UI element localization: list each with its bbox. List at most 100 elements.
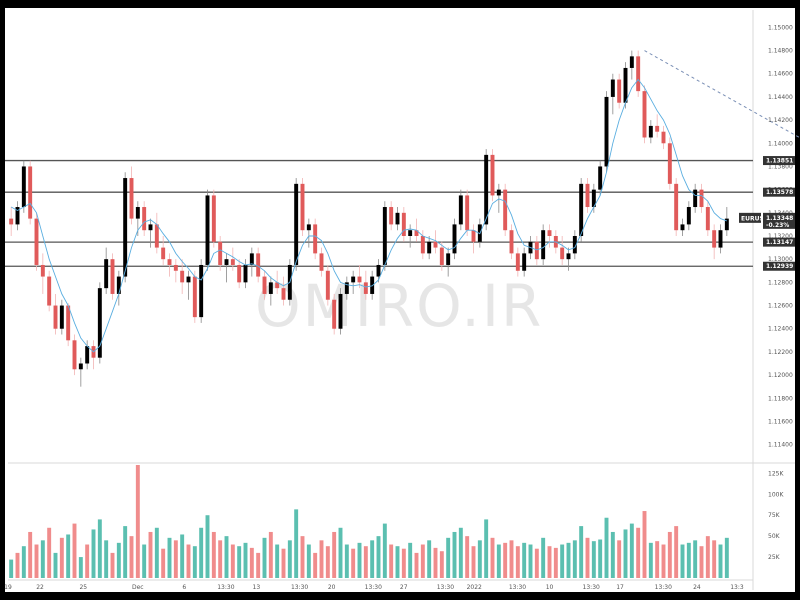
volume-bar[interactable] bbox=[205, 515, 210, 578]
candle-up[interactable] bbox=[135, 207, 140, 219]
candle-down[interactable] bbox=[34, 218, 39, 265]
volume-bar[interactable] bbox=[452, 531, 457, 578]
candle-up[interactable] bbox=[116, 276, 121, 294]
volume-bar[interactable] bbox=[275, 544, 280, 578]
candle-up[interactable] bbox=[680, 224, 685, 231]
candle-down[interactable] bbox=[433, 241, 438, 248]
volume-axis[interactable]: 125K 100K 75K 50K 25K bbox=[768, 470, 784, 561]
volume-bar[interactable] bbox=[395, 546, 400, 578]
candle-down[interactable] bbox=[363, 282, 368, 294]
volume-bar[interactable] bbox=[490, 537, 495, 578]
volume-bar[interactable] bbox=[180, 534, 185, 578]
volume-bar[interactable] bbox=[686, 542, 691, 578]
volume-bar[interactable] bbox=[610, 531, 615, 578]
volume-bar[interactable] bbox=[718, 544, 723, 578]
candle-down[interactable] bbox=[180, 270, 185, 283]
candle-up[interactable] bbox=[148, 224, 153, 231]
volume-bar[interactable] bbox=[566, 542, 571, 578]
volume-bar[interactable] bbox=[528, 544, 533, 578]
volume-bar[interactable] bbox=[154, 527, 159, 578]
candle-up[interactable] bbox=[382, 207, 387, 265]
trendline-dashed[interactable] bbox=[644, 50, 800, 211]
volume-bar[interactable] bbox=[414, 552, 419, 578]
volume-bar[interactable] bbox=[123, 526, 128, 578]
volume-bar[interactable] bbox=[306, 544, 311, 578]
volume-bar[interactable] bbox=[617, 540, 622, 578]
candle-down[interactable] bbox=[319, 253, 324, 271]
volume-bar[interactable] bbox=[636, 527, 641, 578]
volume-bar[interactable] bbox=[262, 537, 267, 578]
candle-up[interactable] bbox=[541, 230, 546, 260]
candle-down[interactable] bbox=[560, 247, 565, 260]
volume-bar[interactable] bbox=[655, 541, 660, 578]
volume-bar[interactable] bbox=[553, 547, 558, 578]
volume-bar[interactable] bbox=[408, 542, 413, 578]
candle-down[interactable] bbox=[439, 247, 444, 265]
volume-bar[interactable] bbox=[471, 546, 476, 578]
candle-down[interactable] bbox=[66, 305, 71, 341]
volume-bar[interactable] bbox=[496, 544, 501, 578]
volume-bar[interactable] bbox=[439, 551, 444, 578]
candle-down[interactable] bbox=[490, 154, 495, 196]
candle-bodies[interactable] bbox=[9, 56, 729, 370]
candle-up[interactable] bbox=[85, 346, 90, 364]
volume-bar[interactable] bbox=[59, 537, 64, 578]
candle-up[interactable] bbox=[351, 276, 356, 283]
candle-down[interactable] bbox=[332, 299, 337, 329]
candle-up[interactable] bbox=[452, 224, 457, 254]
candle-up[interactable] bbox=[205, 195, 210, 265]
volume-bar[interactable] bbox=[648, 542, 653, 578]
candle-up[interactable] bbox=[648, 125, 653, 138]
volume-bar[interactable] bbox=[572, 540, 577, 578]
candle-up[interactable] bbox=[199, 264, 204, 318]
volume-bar[interactable] bbox=[667, 531, 672, 578]
volume-bar[interactable] bbox=[148, 531, 153, 578]
candle-up[interactable] bbox=[458, 195, 463, 225]
candle-up[interactable] bbox=[306, 224, 311, 231]
volume-bar[interactable] bbox=[699, 546, 704, 578]
candle-down[interactable] bbox=[636, 56, 641, 92]
candle-down[interactable] bbox=[547, 230, 552, 236]
volume-bar[interactable] bbox=[541, 537, 546, 578]
volume-bar[interactable] bbox=[477, 540, 482, 578]
volume-bar[interactable] bbox=[287, 540, 292, 578]
volume-bar[interactable] bbox=[591, 541, 596, 578]
candle-up[interactable] bbox=[97, 288, 102, 358]
candle-down[interactable] bbox=[154, 224, 159, 248]
candle-down[interactable] bbox=[357, 276, 362, 283]
candle-down[interactable] bbox=[674, 183, 679, 231]
volume-bar[interactable] bbox=[211, 531, 216, 578]
volume-bar[interactable] bbox=[15, 552, 20, 578]
candle-up[interactable] bbox=[724, 218, 729, 231]
candle-down[interactable] bbox=[110, 259, 115, 294]
candle-up[interactable] bbox=[408, 230, 413, 236]
candle-down[interactable] bbox=[420, 236, 425, 254]
candle-down[interactable] bbox=[401, 212, 406, 236]
volume-bar[interactable] bbox=[40, 540, 45, 578]
candle-up[interactable] bbox=[294, 183, 299, 265]
volume-bar[interactable] bbox=[389, 544, 394, 578]
candle-down[interactable] bbox=[256, 253, 261, 277]
volume-bar[interactable] bbox=[72, 523, 77, 578]
candle-down[interactable] bbox=[661, 131, 666, 144]
trendline[interactable] bbox=[644, 50, 800, 211]
volume-bar[interactable] bbox=[300, 536, 305, 578]
volume-bar[interactable] bbox=[325, 546, 330, 578]
candle-up[interactable] bbox=[496, 189, 501, 196]
volume-bar[interactable] bbox=[9, 559, 14, 578]
volume-bar[interactable] bbox=[256, 552, 261, 578]
volume-bars[interactable] bbox=[9, 465, 729, 578]
volume-bar[interactable] bbox=[446, 537, 451, 578]
candle-up[interactable] bbox=[338, 293, 343, 329]
volume-bar[interactable] bbox=[332, 531, 337, 578]
candle-down[interactable] bbox=[712, 230, 717, 248]
volume-bar[interactable] bbox=[97, 519, 102, 578]
candle-up[interactable] bbox=[395, 212, 400, 225]
volume-bar[interactable] bbox=[53, 552, 58, 578]
candle-down[interactable] bbox=[53, 305, 58, 329]
candle-down[interactable] bbox=[699, 189, 704, 208]
candle-down[interactable] bbox=[262, 276, 267, 294]
candle-up[interactable] bbox=[629, 56, 634, 68]
candle-up[interactable] bbox=[123, 178, 128, 277]
volume-bar[interactable] bbox=[142, 544, 147, 578]
